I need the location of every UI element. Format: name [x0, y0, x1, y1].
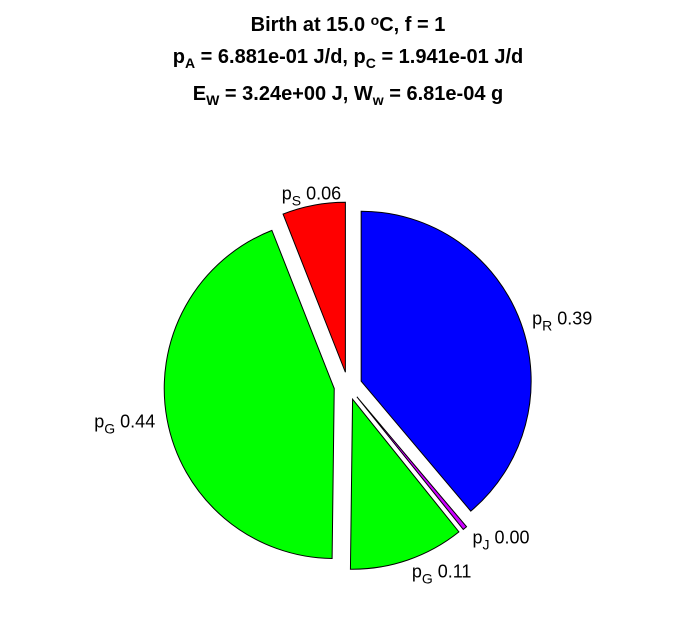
pie-slices — [163, 201, 532, 570]
pie-slice-3 — [163, 229, 335, 560]
pie-label-0: pR 0.39 — [532, 309, 592, 334]
pie-label-1: pJ 0.00 — [473, 527, 530, 552]
pie-label-2: pG 0.11 — [412, 561, 472, 586]
pie-label-4: pS 0.06 — [282, 183, 341, 208]
chart-title-line-3: EW = 3.24e+00 J, Ww = 6.81e-04 g — [192, 83, 504, 108]
pie-slice-4 — [282, 201, 346, 373]
pie-slice-1 — [356, 396, 468, 531]
chart-title-line-1: Birth at 15.0 oC, f = 1 — [250, 12, 446, 36]
pie-slice-0 — [360, 210, 532, 512]
pie-label-3: pG 0.44 — [94, 411, 155, 436]
chart-title-line-2: pA = 6.881e-01 J/d, pC = 1.941e-01 J/d — [172, 46, 524, 71]
pie-slice-2 — [349, 397, 460, 570]
